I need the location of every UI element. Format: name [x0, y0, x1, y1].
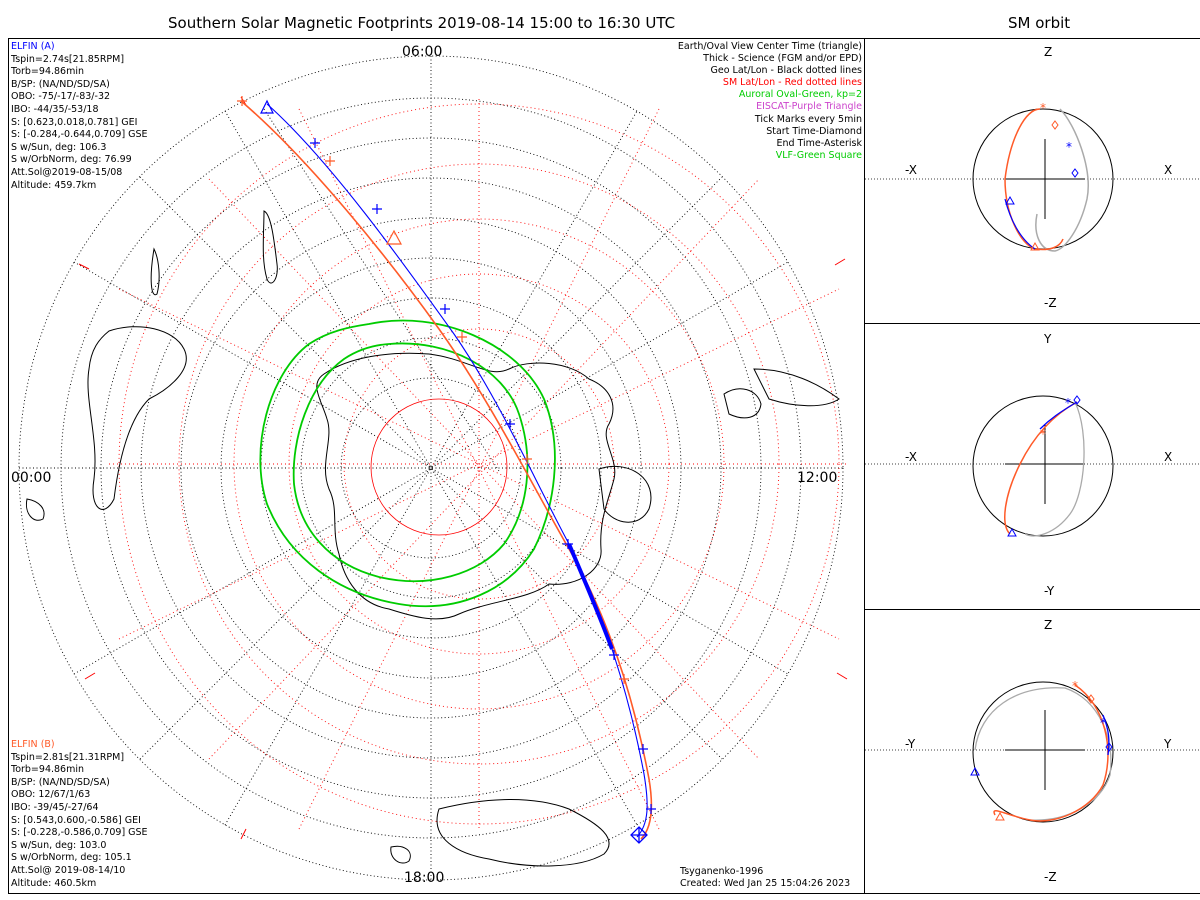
footer-model: Tsyganenko-1996 — [680, 866, 764, 877]
svg-text:*: * — [1072, 679, 1078, 693]
orbit3-right-label: Y — [1164, 737, 1172, 751]
footer-created: Created: Wed Jan 25 15:04:26 2023 — [680, 878, 851, 889]
orbit3-top-label: Z — [1044, 618, 1053, 632]
elfin-a-line: S: [0.623,0.018,0.781] GEI — [11, 116, 138, 128]
elfin-a-info: ELFIN (A) Tspin=2.74s[21.85RPM] Torb=94.… — [11, 41, 148, 192]
coastlines — [25, 210, 840, 867]
elfin-a-track — [266, 103, 648, 838]
start-diamond — [630, 826, 648, 844]
orbit2-right-label: X — [1164, 450, 1173, 464]
elfin-a-line: S w/Sun, deg: 106.3 — [11, 141, 107, 153]
clock-label-1200: 12:00 — [797, 470, 838, 486]
svg-text:*: * — [1065, 396, 1071, 410]
legend-item: Geo Lat/Lon - Black dotted lines — [710, 65, 862, 77]
clock-label-0000: 00:00 — [11, 470, 52, 486]
orbit-plot-xz: * * — [865, 101, 1200, 252]
orbit1-left-label: -X — [905, 163, 917, 177]
elfin-a-name: ELFIN (A) — [11, 41, 55, 52]
orbit2-top-label: Y — [1044, 332, 1052, 346]
legend-item: SM Lat/Lon - Red dotted lines — [722, 77, 862, 89]
legend-item: VLF-Green Square — [775, 149, 862, 161]
legend-item: Start Time-Diamond — [766, 125, 862, 137]
clock-label-1800: 18:00 — [404, 870, 445, 886]
orbit2-left-label: -X — [905, 450, 917, 464]
elfin-a-view-center-triangle — [260, 99, 274, 114]
elfin-b-line: IBO: -39/45/-27/64 — [11, 801, 99, 813]
elfin-b-line: OBO: 12/67/1/63 — [11, 789, 91, 801]
orbit2-bottom-label: -Y — [1044, 584, 1055, 598]
geo-grid — [18, 55, 844, 881]
elfin-b-ticks — [237, 96, 629, 684]
elfin-a-line: S w/OrbNorm, deg: 76.99 — [11, 154, 132, 166]
orbit3-left-label: -Y — [905, 737, 916, 751]
legend-item: Earth/Oval View Center Time (triangle) — [677, 41, 862, 52]
legend-item: Thick - Science (FGM and/or EPD) — [703, 53, 862, 65]
elfin-b-line: S: [-0.228,-0.586,0.709] GSE — [11, 827, 148, 839]
sm-grid — [109, 99, 849, 830]
orbit3-bottom-label: -Z — [1044, 870, 1057, 884]
orbit1-bottom-label: -Z — [1044, 296, 1057, 310]
footprint-map — [18, 55, 849, 881]
footprint-map-panel — [8, 38, 866, 894]
elfin-b-track — [240, 100, 653, 840]
svg-text:*: * — [1040, 101, 1046, 115]
elfin-a-line: Altitude: 459.7km — [11, 179, 97, 191]
elfin-a-line: IBO: -44/35/-53/18 — [11, 103, 99, 115]
elfin-a-ticks — [310, 138, 656, 814]
svg-text:*: * — [1066, 140, 1072, 154]
legend-item: Auroral Oval-Green, kp=2 — [738, 89, 862, 101]
elfin-a-line: Att.Sol@2019-08-15/08 — [11, 166, 123, 178]
elfin-a-line: Torb=94.86min — [11, 66, 85, 78]
clock-label-0600: 06:00 — [402, 44, 443, 60]
elfin-a-line: Tspin=2.74s[21.85RPM] — [11, 53, 125, 65]
elfin-a-line: S: [-0.284,-0.644,0.709] GSE — [11, 129, 148, 141]
elfin-b-name: ELFIN (B) — [11, 739, 55, 750]
svg-text:*: * — [1040, 427, 1046, 441]
elfin-b-line: S w/Sun, deg: 103.0 — [11, 839, 107, 851]
elfin-a-line: B/SP: (NA/ND/SD/SA) — [11, 78, 110, 90]
legend-item: Tick Marks every 5min — [754, 113, 862, 125]
elfin-b-line: Altitude: 460.5km — [11, 877, 97, 889]
footprint-tracks — [240, 100, 653, 840]
elfin-b-line: Torb=94.86min — [11, 764, 85, 776]
orbit-panel-xz: * * — [864, 38, 1200, 325]
elfin-b-line: S: [0.543,0.600,-0.586] GEI — [11, 814, 141, 826]
legend-item: End Time-Asterisk — [776, 137, 862, 149]
elfin-b-line: S w/OrbNorm, deg: 105.1 — [11, 852, 132, 864]
orbit-panel-xy: * * — [864, 323, 1200, 611]
orbit-panel-yz: * * — [864, 609, 1200, 894]
svg-text:*: * — [1100, 716, 1106, 730]
plot-title: Southern Solar Magnetic Footprints 2019-… — [168, 14, 676, 32]
orbit-title: SM orbit — [1008, 14, 1071, 32]
map-legend: Earth/Oval View Center Time (triangle) T… — [678, 41, 862, 162]
elfin-b-line: Att.Sol@ 2019-08-14/10 — [11, 864, 126, 876]
elfin-b-line: Tspin=2.81s[21.31RPM] — [11, 751, 125, 763]
elfin-a-line: OBO: -75/-17/-83/-32 — [11, 91, 111, 103]
orbit1-right-label: X — [1164, 163, 1173, 177]
orbit1-top-label: Z — [1044, 45, 1053, 59]
orbit-plot-yz: * * — [865, 679, 1200, 823]
legend-item: EISCAT-Purple Triangle — [756, 101, 862, 113]
elfin-b-line: B/SP: (NA/ND/SD/SA) — [11, 776, 110, 788]
elfin-b-info: ELFIN (B) Tspin=2.81s[21.31RPM] Torb=94.… — [11, 739, 148, 890]
orbit-plot-xy: * * — [865, 395, 1200, 537]
elfin-a-science — [567, 543, 614, 650]
elfin-b-view-center-triangle — [385, 229, 403, 245]
auroral-oval — [259, 319, 556, 608]
